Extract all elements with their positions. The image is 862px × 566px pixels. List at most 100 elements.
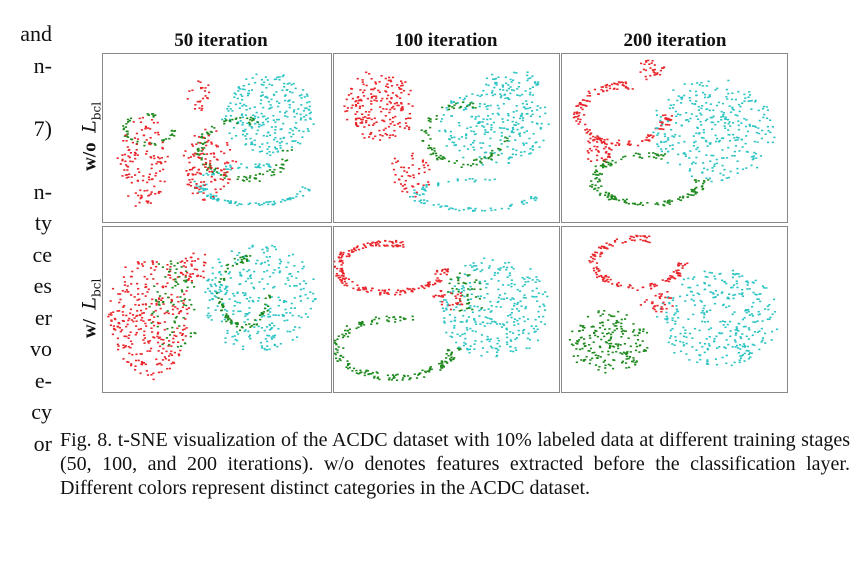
scatter-point-cyan <box>724 347 727 349</box>
scatter-point-cyan <box>253 287 256 290</box>
scatter-point-red <box>648 241 651 244</box>
scatter-point-cyan <box>479 103 482 105</box>
scatter-point-cyan <box>733 311 736 313</box>
scatter-point-cyan <box>667 341 670 344</box>
scatter-point-red <box>149 156 152 158</box>
scatter-point-red <box>145 153 148 155</box>
scatter-point-red <box>136 299 139 301</box>
scatter-point-green <box>162 139 165 141</box>
scatter-point-red <box>214 179 217 182</box>
scatter-point-red <box>369 133 372 136</box>
scatter-point-red <box>361 105 364 107</box>
tsne-plot <box>572 59 776 207</box>
scatter-point-red <box>178 354 181 357</box>
scatter-point-red <box>395 101 398 104</box>
loss-symbol: Lbcl <box>78 278 104 310</box>
scatter-point-cyan <box>702 131 705 134</box>
scatter-point-red <box>357 287 360 289</box>
scatter-point-red <box>598 137 601 139</box>
scatter-point-green <box>638 331 641 334</box>
scatter-point-red <box>578 103 581 105</box>
scatter-point-red <box>159 191 162 193</box>
scatter-point-green <box>597 187 600 189</box>
scatter-point-red <box>360 118 363 121</box>
scatter-point-red <box>148 319 152 321</box>
scatter-point-cyan <box>447 208 451 211</box>
scatter-point-cyan <box>687 120 690 123</box>
scatter-point-cyan <box>761 320 764 322</box>
scatter-point-green <box>631 202 635 205</box>
scatter-point-red <box>189 181 192 184</box>
scatter-point-cyan <box>287 261 290 264</box>
scatter-point-green <box>264 297 267 300</box>
scatter-point-cyan <box>482 126 486 128</box>
scatter-point-red <box>379 241 382 243</box>
scatter-point-cyan <box>696 292 699 295</box>
scatter-point-cyan <box>238 302 241 304</box>
scatter-point-cyan <box>727 343 730 346</box>
scatter-point-green <box>582 343 585 345</box>
scatter-point-cyan <box>512 79 515 81</box>
scatter-point-red <box>624 81 627 83</box>
scatter-point-red <box>400 103 403 105</box>
scatter-point-cyan <box>720 119 723 121</box>
scatter-point-green <box>262 311 265 313</box>
scatter-point-cyan <box>757 310 760 313</box>
scatter-point-red <box>336 267 339 270</box>
scatter-point-cyan <box>517 323 520 325</box>
scatter-point-cyan <box>224 341 227 344</box>
scatter-point-red <box>664 123 668 126</box>
scatter-point-green <box>181 290 184 293</box>
scatter-point-cyan <box>256 129 259 132</box>
scatter-point-cyan <box>679 96 682 99</box>
scatter-point-cyan <box>268 150 271 153</box>
scatter-point-green <box>471 308 474 311</box>
scatter-point-red <box>608 156 611 158</box>
scatter-point-red <box>170 298 173 301</box>
scatter-point-green <box>251 119 254 122</box>
scatter-point-red <box>422 164 425 166</box>
scatter-point-red <box>604 152 607 154</box>
scatter-point-green <box>280 163 283 166</box>
scatter-point-green <box>424 370 427 373</box>
scatter-point-red <box>189 276 192 278</box>
scatter-point-green <box>337 335 340 337</box>
scatter-point-cyan <box>739 336 742 338</box>
scatter-point-red <box>645 78 648 81</box>
scatter-point-green <box>239 256 242 259</box>
scatter-point-red <box>127 176 130 178</box>
scatter-point-cyan <box>733 155 736 157</box>
scatter-point-green <box>428 370 431 373</box>
scatter-point-green <box>230 323 233 325</box>
scatter-point-green <box>604 194 607 196</box>
scatter-point-red <box>128 173 131 175</box>
scatter-point-red <box>394 174 397 176</box>
scatter-point-red <box>166 155 169 158</box>
scatter-point-green <box>284 160 287 162</box>
scatter-point-green <box>604 364 607 367</box>
scatter-point-red <box>389 79 392 82</box>
scatter-point-red <box>157 321 160 324</box>
scatter-point-cyan <box>518 82 521 84</box>
scatter-point-cyan <box>512 131 515 134</box>
scatter-point-cyan <box>237 167 240 169</box>
scatter-point-red <box>213 178 216 181</box>
scatter-point-cyan <box>217 198 220 201</box>
scatter-point-red <box>401 108 404 111</box>
scatter-point-green <box>608 347 611 349</box>
scatter-point-cyan <box>504 262 507 264</box>
scatter-point-cyan <box>747 310 750 313</box>
scatter-point-red <box>183 262 186 264</box>
scatter-point-cyan <box>525 142 528 144</box>
scatter-point-green <box>420 129 423 131</box>
scatter-point-red <box>415 191 418 194</box>
scatter-point-red <box>588 133 591 136</box>
scatter-point-cyan <box>263 347 266 350</box>
scatter-point-red <box>109 324 112 327</box>
scatter-point-red <box>204 158 207 160</box>
scatter-point-cyan <box>204 291 207 293</box>
scatter-point-cyan <box>512 89 516 92</box>
scatter-point-cyan <box>748 288 751 290</box>
scatter-point-cyan <box>270 126 273 128</box>
scatter-point-cyan <box>463 309 466 312</box>
